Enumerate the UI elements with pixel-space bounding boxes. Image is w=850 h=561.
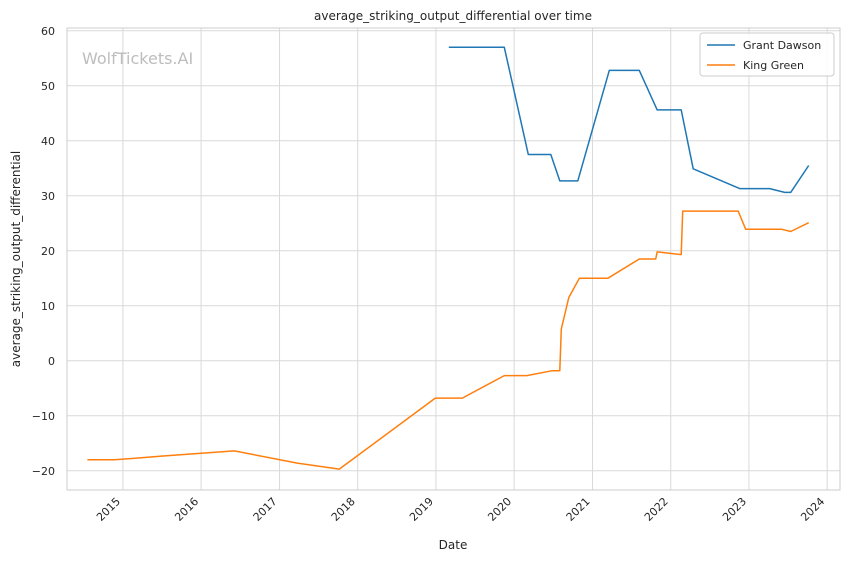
legend: Grant Dawson King Green	[699, 32, 835, 77]
y-tick-label: 30	[41, 190, 55, 203]
y-tick-label: 10	[41, 300, 55, 313]
y-tick-labels: 60 50 40 30 20 10 0 −10 −20	[32, 25, 55, 478]
watermark-text: WolfTickets.AI	[82, 49, 193, 68]
x-tick-label: 2017	[251, 495, 280, 524]
x-tick-label: 2023	[720, 495, 749, 524]
y-axis-label: average_striking_output_differential	[9, 151, 23, 367]
x-tick-label: 2024	[798, 495, 827, 524]
series-line-grant-dawson	[448, 46, 810, 194]
x-tick-label: 2015	[94, 495, 123, 524]
x-tick-label: 2019	[407, 495, 436, 524]
y-tick-label: 40	[41, 135, 55, 148]
legend-label-king-green: King Green	[743, 59, 804, 72]
y-tick-label: 50	[41, 80, 55, 93]
y-tick-label: −20	[32, 465, 55, 478]
chart-title: average_striking_output_differential ove…	[314, 9, 592, 23]
x-tick-label: 2022	[642, 495, 671, 524]
x-tick-labels: 2015 2016 2017 2018 2019 2020 2021 2022 2023 2024	[94, 495, 827, 524]
series-line-king-green	[87, 210, 810, 470]
x-tick-label: 2021	[564, 495, 593, 524]
x-tick-label: 2020	[485, 495, 514, 524]
y-tick-label: 0	[48, 355, 55, 368]
y-tick-label: −10	[32, 410, 55, 423]
y-tick-label: 20	[41, 245, 55, 258]
series-lines	[87, 46, 810, 470]
plot-frame	[66, 27, 841, 491]
x-axis-label: Date	[439, 538, 468, 552]
x-tick-label: 2018	[329, 495, 358, 524]
legend-label-grant-dawson: Grant Dawson	[743, 39, 821, 52]
y-tick-label: 60	[41, 25, 55, 38]
x-tick-label: 2016	[172, 495, 201, 524]
grid	[67, 28, 840, 490]
